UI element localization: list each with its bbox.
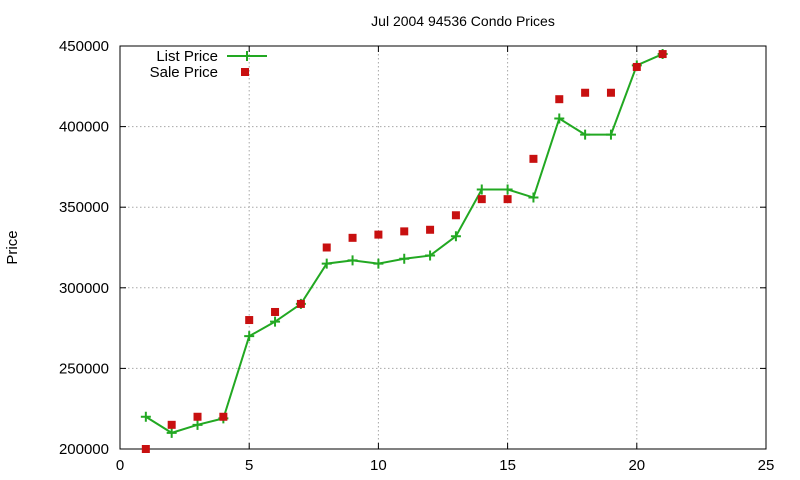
data-point-sale-price-10: [374, 230, 383, 239]
y-tick-label-300000: 300000: [59, 280, 109, 297]
data-point-sale-price-14: [477, 195, 486, 204]
data-point-sale-price-11: [400, 227, 409, 236]
series-layer: [140, 49, 668, 453]
x-tick-label-15: 15: [499, 457, 516, 474]
x-tick-label-0: 0: [116, 457, 124, 474]
data-point-list-price-5: [244, 331, 255, 342]
data-point-sale-price-8: [322, 243, 331, 252]
data-point-sale-price-15: [503, 195, 512, 204]
data-point-sale-price-3: [193, 412, 202, 421]
series-list-price: [140, 49, 668, 438]
data-point-sale-price-5: [245, 316, 254, 325]
legend: List Price Sale Price: [150, 48, 267, 81]
chart-title: Jul 2004 94536 Condo Prices: [371, 13, 555, 29]
data-point-sale-price-17: [555, 95, 564, 104]
y-tick-label-450000: 450000: [59, 38, 109, 55]
data-point-list-price-9: [347, 255, 358, 266]
data-point-list-price-2: [166, 427, 177, 438]
data-point-sale-price-19: [606, 88, 615, 97]
data-point-sale-price-1: [141, 445, 150, 453]
data-point-sale-price-2: [167, 420, 176, 429]
x-tick-label-5: 5: [245, 457, 253, 474]
data-point-list-price-15: [502, 184, 513, 195]
data-point-sale-price-12: [426, 225, 435, 234]
grid: [120, 46, 766, 449]
legend-label-list-price: List Price: [156, 48, 218, 65]
ticks: 0 5 10 15 20 25 200000 250000 300000 350000 400000…: [59, 38, 774, 474]
data-point-sale-price-16: [529, 154, 538, 163]
data-point-sale-price-6: [271, 307, 280, 316]
data-point-list-price-18: [580, 129, 591, 140]
y-axis-title: Price: [4, 230, 21, 264]
plot-border: [119, 45, 767, 450]
x-tick-label-20: 20: [628, 457, 645, 474]
data-point-list-price-19: [605, 129, 616, 140]
data-point-sale-price-18: [581, 88, 590, 97]
data-point-list-price-13: [450, 231, 461, 242]
y-tick-label-350000: 350000: [59, 199, 109, 216]
series-line-list-price: [145, 53, 664, 434]
data-point-list-price-17: [554, 113, 565, 124]
data-point-list-price-8: [321, 258, 332, 269]
data-point-sale-price-20: [632, 62, 641, 71]
y-tick-label-400000: 400000: [59, 119, 109, 136]
legend-marker-sale-price: [241, 68, 249, 76]
x-tick-label-10: 10: [370, 457, 387, 474]
data-point-sale-price-7: [296, 299, 305, 308]
data-point-list-price-14: [476, 184, 487, 195]
data-point-list-price-16: [528, 192, 539, 203]
data-point-sale-price-4: [219, 412, 228, 421]
data-point-list-price-10: [373, 258, 384, 269]
y-tick-label-200000: 200000: [59, 441, 109, 458]
data-point-list-price-11: [399, 253, 410, 264]
data-point-list-price-3: [192, 419, 203, 430]
legend-label-sale-price: Sale Price: [150, 64, 218, 81]
legend-marker-list-price: [242, 51, 252, 61]
series-sale-price: [141, 50, 667, 453]
data-point-sale-price-13: [451, 211, 460, 220]
data-point-sale-price-9: [348, 233, 357, 242]
data-point-list-price-1: [140, 411, 151, 422]
data-point-sale-price-21: [658, 50, 667, 59]
y-tick-label-250000: 250000: [59, 360, 109, 377]
data-point-list-price-6: [270, 316, 281, 327]
data-point-list-price-12: [425, 250, 436, 261]
x-tick-label-25: 25: [758, 457, 775, 474]
